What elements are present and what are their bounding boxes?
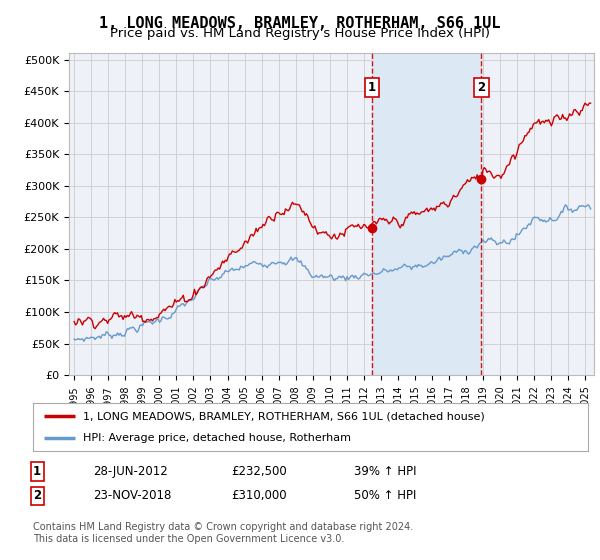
- Text: 2: 2: [478, 81, 485, 95]
- Text: 28-JUN-2012: 28-JUN-2012: [93, 465, 168, 478]
- Text: Price paid vs. HM Land Registry's House Price Index (HPI): Price paid vs. HM Land Registry's House …: [110, 27, 490, 40]
- Bar: [372, 53, 481, 375]
- Text: 23-NOV-2018: 23-NOV-2018: [93, 489, 172, 502]
- Text: HPI: Average price, detached house, Rotherham: HPI: Average price, detached house, Roth…: [83, 433, 351, 443]
- Text: Contains HM Land Registry data © Crown copyright and database right 2024.
This d: Contains HM Land Registry data © Crown c…: [33, 522, 413, 544]
- Text: 2: 2: [33, 489, 41, 502]
- Text: 50% ↑ HPI: 50% ↑ HPI: [354, 489, 416, 502]
- Text: £310,000: £310,000: [231, 489, 287, 502]
- Text: 1, LONG MEADOWS, BRAMLEY, ROTHERHAM, S66 1UL (detached house): 1, LONG MEADOWS, BRAMLEY, ROTHERHAM, S66…: [83, 411, 485, 421]
- Text: 39% ↑ HPI: 39% ↑ HPI: [354, 465, 416, 478]
- Text: 1: 1: [33, 465, 41, 478]
- Text: £232,500: £232,500: [231, 465, 287, 478]
- Text: 1: 1: [368, 81, 376, 95]
- Text: 1, LONG MEADOWS, BRAMLEY, ROTHERHAM, S66 1UL: 1, LONG MEADOWS, BRAMLEY, ROTHERHAM, S66…: [99, 16, 501, 31]
